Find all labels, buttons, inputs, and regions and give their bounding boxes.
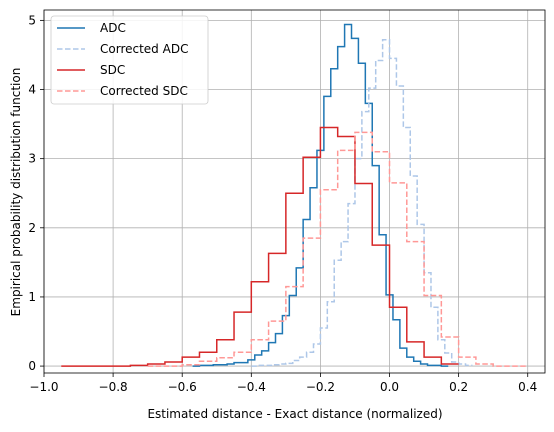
y-tick-label: 5: [28, 13, 36, 27]
series-line-corrected-sdc: [147, 131, 528, 367]
y-axis: 0 1 2 3 4 5: [28, 13, 44, 373]
y-tick-label: 3: [28, 152, 36, 166]
legend-label-adc: ADC: [100, 21, 126, 35]
x-tick-label: −0.8: [99, 380, 128, 394]
legend-label-sdc: SDC: [100, 63, 125, 77]
series-line-corrected-adc: [251, 38, 473, 367]
series-line-sdc: [61, 126, 459, 367]
legend-box: [50, 15, 209, 105]
x-axis-label: Estimated distance - Exact distance (nor…: [147, 407, 442, 421]
x-axis: −1.0 −0.8 −0.6 −0.4 −0.2 0.0 0.2 0.4: [29, 373, 537, 394]
plot-frame: [43, 9, 546, 374]
x-tick-label: −0.6: [168, 380, 197, 394]
y-tick-label: 1: [28, 290, 36, 304]
y-axis-label: Empirical probability distribution funct…: [9, 68, 23, 317]
series-layer: [61, 23, 528, 367]
legend-label-corrected-adc: Corrected ADC: [100, 42, 188, 56]
series-line-adc: [192, 23, 449, 367]
x-tick-label: 0.2: [449, 380, 468, 394]
x-tick-label: −1.0: [29, 380, 58, 394]
x-tick-label: −0.4: [237, 380, 266, 394]
x-tick-label: 0.4: [518, 380, 537, 394]
y-tick-label: 2: [28, 221, 36, 235]
x-tick-label: 0.0: [380, 380, 399, 394]
legend-label-corrected-sdc: Corrected SDC: [100, 84, 188, 98]
x-tick-label: −0.2: [306, 380, 335, 394]
legend: ADC Corrected ADC SDC Corrected SDC: [50, 15, 209, 105]
y-tick-label: 4: [28, 83, 36, 97]
y-tick-label: 0: [28, 359, 36, 373]
